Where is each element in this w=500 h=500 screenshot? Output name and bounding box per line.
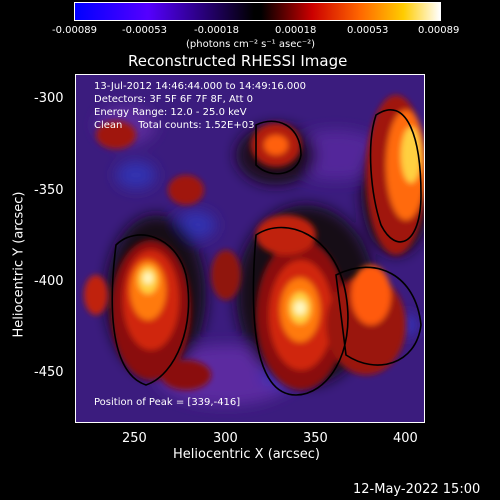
info-counts: Clean Total counts: 1.52E+03 — [94, 120, 255, 131]
y-tick: -300 — [34, 91, 64, 106]
x-axis-label: Heliocentric X (arcsec) — [173, 447, 320, 462]
image-map — [76, 75, 424, 422]
colorbar — [74, 2, 441, 21]
peak-position: Position of Peak = [339,-416] — [94, 397, 241, 408]
image-title: Reconstructed RHESSI Image — [128, 52, 348, 70]
y-axis-label: Heliocentric Y (arcsec) — [11, 191, 27, 338]
colorbar-tick: 0.00089 — [418, 25, 460, 36]
timestamp: 12-May-2022 15:00 — [353, 482, 481, 497]
colorbar-tick: 0.00018 — [275, 25, 317, 36]
x-tick: 400 — [393, 431, 418, 446]
y-tick: -450 — [34, 365, 64, 380]
colorbar-tick: 0.00053 — [347, 25, 389, 36]
x-tick: 300 — [213, 431, 238, 446]
info-energy: Energy Range: 12.0 - 25.0 keV — [94, 107, 247, 118]
x-tick: 250 — [122, 431, 147, 446]
x-tick: 350 — [303, 431, 328, 446]
rhessi-image — [75, 74, 425, 423]
colorbar-units: (photons cm⁻² s⁻¹ asec⁻²) — [186, 39, 316, 50]
info-detectors: Detectors: 3F 5F 6F 7F 8F, Att 0 — [94, 94, 254, 105]
colorbar-tick: -0.00089 — [52, 25, 97, 36]
y-tick: -400 — [34, 274, 64, 289]
colorbar-tick: -0.00018 — [194, 25, 239, 36]
colorbar-tick: -0.00053 — [122, 25, 167, 36]
y-tick: -350 — [34, 183, 64, 198]
info-time: 13-Jul-2012 14:46:44.000 to 14:49:16.000 — [94, 81, 306, 92]
